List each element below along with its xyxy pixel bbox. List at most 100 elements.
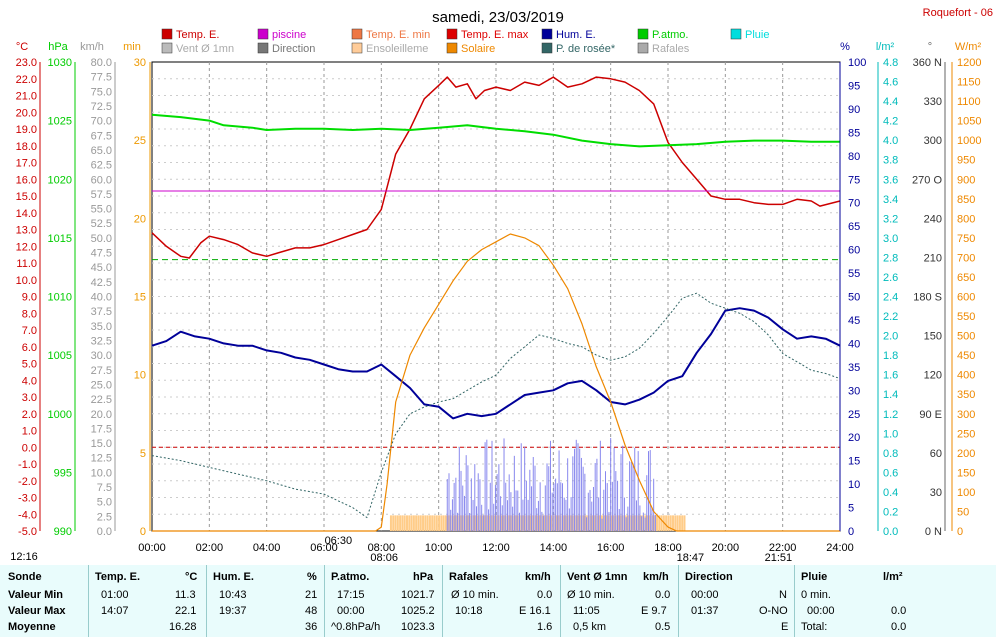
ensoleillement-bar	[433, 515, 436, 531]
ensoleillement-bar	[655, 515, 658, 531]
solar-tick-label: 50	[957, 506, 969, 518]
row-max-label: Valeur Max	[8, 605, 66, 617]
hum-tick-label: 95	[848, 80, 860, 92]
hum-tick-label: 65	[848, 221, 860, 233]
sun-event-label: 08:06	[370, 552, 398, 564]
direction-avg-value: E	[781, 621, 789, 633]
solar-tick-label: 1050	[957, 116, 981, 128]
hum-tick-label: 60	[848, 245, 860, 257]
hum-tick-label: 100	[848, 57, 866, 69]
ensoleillement-bar	[667, 515, 670, 531]
x-tick-label: 18:00	[654, 542, 682, 554]
hum-tick-label: 5	[848, 503, 854, 515]
temp-tick-label: -4.0	[18, 509, 37, 521]
temp-avg-value: 16.28	[169, 621, 197, 633]
ensoleillement-bar	[428, 515, 431, 531]
ensoleillement-bar	[653, 515, 656, 531]
wind-tick-label: 37.5	[91, 306, 112, 318]
vent-min-time: Ø 10 min.	[567, 589, 615, 601]
hum-tick-label: 45	[848, 315, 860, 327]
wind-tick-label: 7.5	[97, 482, 112, 494]
hum-max-value: 48	[305, 605, 318, 617]
rain-tick-label: 4.8	[883, 57, 898, 69]
pluie-max-value: 0.0	[891, 605, 907, 617]
temp-tick-label: 10.0	[16, 275, 37, 287]
wind-tick-label: 52.5	[91, 218, 112, 230]
solar-tick-label: 200	[957, 448, 975, 460]
ensoleillement-bar	[444, 515, 447, 531]
rafales-avg-value: 1.6	[537, 621, 553, 633]
ensoleillement-bar	[678, 515, 681, 531]
wind-tick-label: 65.0	[91, 145, 112, 157]
hum-max-time: 19:37	[219, 605, 247, 617]
rain-tick-label: 3.6	[883, 174, 898, 186]
ensoleillement-bar	[474, 515, 477, 531]
legend-label: Pluie	[745, 29, 769, 41]
temp-min-value: 11.3	[175, 589, 196, 601]
rain-tick-label: 3.0	[883, 233, 898, 245]
temp-tick-label: 3.0	[22, 392, 37, 404]
patm-column: P.atmo. hPa 17:15 1021.7 00:00 1025.2 ^0…	[324, 565, 443, 637]
rafales-bars	[389, 437, 686, 531]
rain-tick-label: 2.2	[883, 311, 898, 323]
wind-tick-label: 80.0	[91, 57, 112, 69]
wind-tick-label: 72.5	[91, 101, 112, 113]
solar-tick-label: 300	[957, 409, 975, 421]
solar-tick-label: 800	[957, 213, 975, 225]
ensoleillement-bar	[658, 515, 661, 531]
patm-avg-value: 1023.3	[401, 621, 435, 633]
wind-tick-label: 10.0	[91, 467, 112, 479]
x-tick-label: 20:00	[712, 542, 740, 554]
solar-tick-label: 950	[957, 155, 975, 167]
dir-tick-label: 210	[924, 252, 942, 264]
hum-unit-label: %	[840, 41, 850, 53]
ensoleillement-bar	[438, 515, 441, 531]
temp-tick-label: 21.0	[16, 91, 37, 103]
patm-tick-label: 1020	[48, 174, 72, 186]
left-time-label: 12:16	[10, 551, 38, 563]
ensoleillement-bar	[571, 515, 574, 531]
direction-max-value: O-NO	[759, 605, 788, 617]
temp-tick-label: 12.0	[16, 241, 37, 253]
solar-tick-label: 700	[957, 252, 975, 264]
hum-tick-label: 35	[848, 362, 860, 374]
rafales-min-value: 0.0	[537, 589, 553, 601]
wind-tick-label: 75.0	[91, 86, 112, 98]
solar-tick-label: 100	[957, 487, 975, 499]
row-avg-label: Moyenne	[8, 621, 56, 633]
solar-tick-label: 0	[957, 526, 963, 538]
ensoleillement-bar	[669, 515, 672, 531]
series-lines	[151, 76, 841, 532]
station-name: Roquefort - 06	[923, 7, 993, 19]
solar-tick-label: 900	[957, 174, 975, 186]
ensoleillement-bar	[619, 515, 622, 531]
wind-tick-label: 15.0	[91, 438, 112, 450]
solar-tick-label: 250	[957, 428, 975, 440]
ensoleillement-bar	[646, 515, 649, 531]
ensoleillement-bar	[431, 515, 434, 531]
ensoleillement-bar	[639, 515, 642, 531]
ensoleillement-bar	[612, 515, 615, 531]
wind-tick-label: 67.5	[91, 130, 112, 142]
x-tick-label: 24:00	[826, 542, 854, 554]
legend-label: Direction	[272, 43, 315, 55]
legend-label: Solaire	[461, 43, 495, 55]
rafales-max-time: 10:18	[455, 605, 483, 617]
hum-tick-label: 70	[848, 198, 860, 210]
wind-tick-label: 5.0	[97, 497, 112, 509]
series-solaire	[152, 233, 840, 532]
temp-unit: °C	[185, 571, 198, 583]
ensoleillement-bar	[426, 515, 429, 531]
ensoleillement-bar	[442, 515, 445, 531]
solar-tick-label: 500	[957, 331, 975, 343]
patm-tick-label: 1015	[48, 233, 72, 245]
ensoleillement-bar	[408, 515, 411, 531]
temp-tick-label: 14.0	[16, 208, 37, 220]
min-tick-label: 0	[140, 526, 146, 538]
ensoleillement-bar	[461, 515, 464, 531]
wind-tick-label: 62.5	[91, 160, 112, 172]
wind-tick-label: 30.0	[91, 350, 112, 362]
hum-tick-label: 10	[848, 479, 860, 491]
ensoleillement-bar	[605, 515, 608, 531]
ensoleillement-bar	[467, 515, 470, 531]
